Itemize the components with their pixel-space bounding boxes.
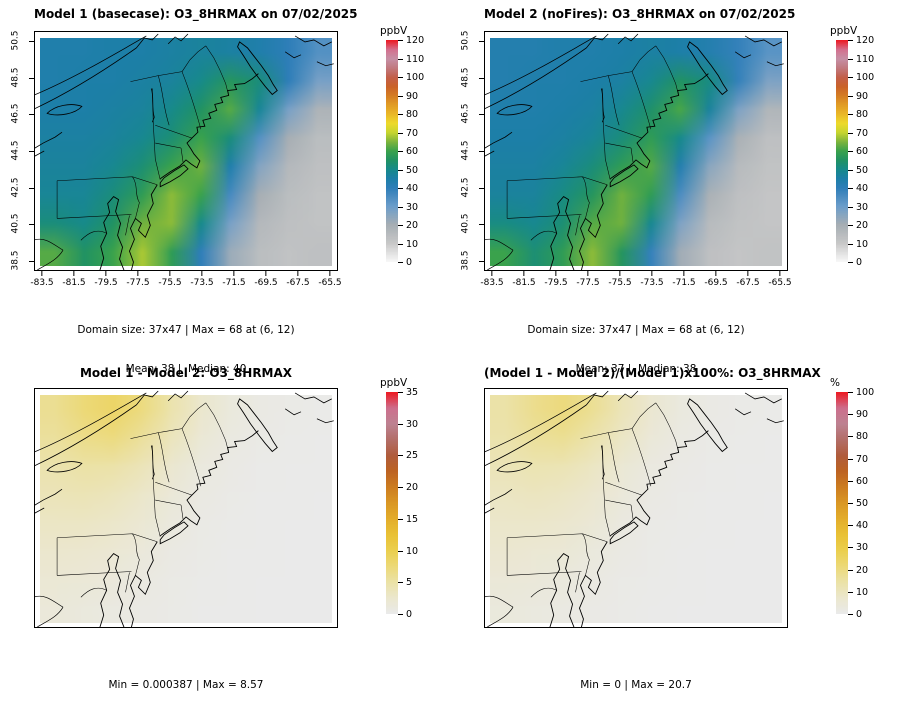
colorbar-unit-label: % <box>830 377 840 389</box>
panel-title: Model 1 - Model 2: O3_8HRMAX <box>79 366 293 380</box>
panel-title: (Model 1 - Model 2)/(Model 1)x100%: O3_8… <box>484 366 821 380</box>
x-tick-label: -71.5 <box>672 271 696 288</box>
x-axis: -83.5 -81.5 -79.5 -77.5 -75.5 -73.5 -71.5 -69.5… <box>480 271 792 301</box>
panel-difference: Model 1 - Model 2: O3_8HRMAX ppbV 0 5 10 15… <box>0 352 450 705</box>
x-tick-label: -73.5 <box>640 271 664 288</box>
x-tick-label: -67.5 <box>736 271 760 288</box>
panel-stats: Domain size: 37x47 | Max = 68 at (6, 12)… <box>34 298 338 402</box>
x-tick-label: -79.5 <box>544 271 568 288</box>
heatmap-raster <box>40 38 332 266</box>
colorbar: % 0 10 20 30 40 50 60 70 80 90 100 <box>830 377 875 620</box>
panel-stats: Domain size: 37x47 | Max = 68 at (6, 12)… <box>484 298 788 402</box>
x-tick-label: -81.5 <box>512 271 536 288</box>
coastline-overlay <box>485 390 785 627</box>
y-axis: 50.5 48.5 46.5 44.5 42.5 40.5 38.5 <box>450 30 484 271</box>
heatmap-raster <box>490 395 782 623</box>
panel-title: Model 1 (basecase): O3_8HRMAX on 07/02/2… <box>34 7 358 21</box>
colorbar: ppbV 0 10 20 30 40 50 60 70 80 90 100 110 120 <box>830 25 875 268</box>
x-tick-label: -71.5 <box>222 271 246 288</box>
colorbar-unit-label: ppbV <box>830 25 858 37</box>
map-model2 <box>484 31 788 271</box>
stats-line1: Min = 0 | Max = 20.7 <box>580 679 692 691</box>
colorbar-gradient <box>386 40 398 262</box>
panel-percent-difference: (Model 1 - Model 2)/(Model 1)x100%: O3_8… <box>450 352 900 705</box>
coastline-overlay <box>35 390 335 627</box>
colorbar-gradient <box>386 392 398 614</box>
stats-line2: Mean: 38 | Median: 40 <box>125 363 247 375</box>
colorbar-unit-label: ppbV <box>380 377 408 389</box>
heatmap-raster <box>40 395 332 623</box>
stats-line1: Domain size: 37x47 | Max = 68 at (6, 12) <box>77 324 295 336</box>
colorbar-gradient <box>836 392 848 614</box>
stats-line2: Mean: 37 | Median: 38 <box>575 363 697 375</box>
x-tick-label: -79.5 <box>94 271 118 288</box>
stats-line1: Domain size: 37x47 | Max = 68 at (6, 12) <box>527 324 745 336</box>
panel-title: Model 2 (noFires): O3_8HRMAX on 07/02/20… <box>484 7 796 21</box>
colorbar-unit-label: ppbV <box>380 25 408 37</box>
x-tick-label: -69.5 <box>254 271 278 288</box>
panel-model2-nofires: Model 2 (noFires): O3_8HRMAX on 07/02/20… <box>450 0 900 375</box>
panel-model1-basecase: Model 1 (basecase): O3_8HRMAX on 07/02/2… <box>0 0 450 375</box>
x-tick-label: -81.5 <box>62 271 86 288</box>
map-model1 <box>34 31 338 271</box>
colorbar: ppbV 0 10 20 30 40 50 60 70 80 90 100 110 120 <box>380 25 425 268</box>
x-tick-label: -77.5 <box>576 271 600 288</box>
x-tick-label: -75.5 <box>158 271 182 288</box>
panel-stats: Min = 0 | Max = 20.7 Mean: 3.2 | Median:… <box>484 653 788 706</box>
x-tick-label: -83.5 <box>480 271 504 288</box>
x-tick-label: -73.5 <box>190 271 214 288</box>
x-tick-label: -75.5 <box>608 271 632 288</box>
x-tick-label: -65.5 <box>318 271 342 288</box>
y-axis: 50.5 48.5 46.5 44.5 42.5 40.5 38.5 <box>0 30 34 271</box>
x-tick-label: -83.5 <box>30 271 54 288</box>
x-tick-label: -69.5 <box>704 271 728 288</box>
map-percent-difference <box>484 388 788 628</box>
x-tick-label: -65.5 <box>768 271 792 288</box>
heatmap-raster <box>490 38 782 266</box>
x-tick-label: -67.5 <box>286 271 310 288</box>
x-axis: -83.5 -81.5 -79.5 -77.5 -75.5 -73.5 -71.5 -69.5… <box>30 271 342 301</box>
panel-stats: Min = 0.000387 | Max = 8.57 Mean: 1.29 |… <box>34 653 338 706</box>
x-tick-label: -77.5 <box>126 271 150 288</box>
map-difference <box>34 388 338 628</box>
stats-line1: Min = 0.000387 | Max = 8.57 <box>108 679 264 691</box>
colorbar-gradient <box>836 40 848 262</box>
coastline-overlay <box>485 33 785 270</box>
coastline-overlay <box>35 33 335 270</box>
colorbar: ppbV 0 5 10 15 20 25 30 35 <box>380 377 419 620</box>
